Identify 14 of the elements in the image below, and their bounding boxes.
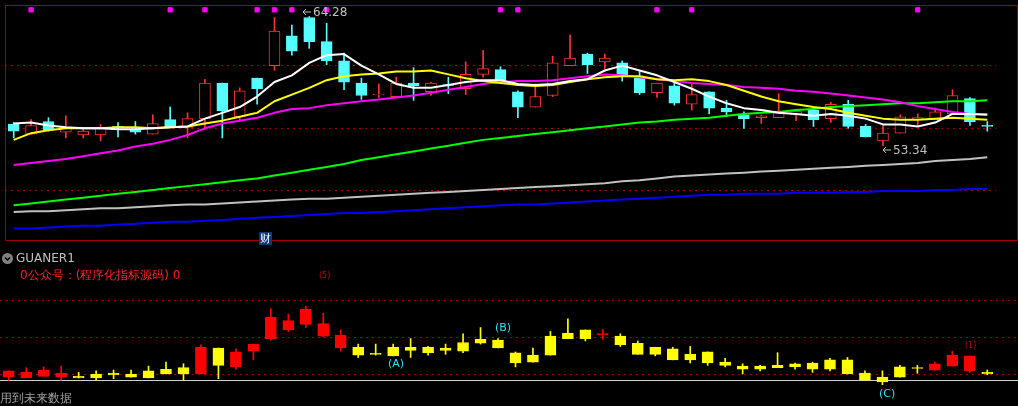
candlestick (372, 83, 385, 98)
text: (5) (319, 271, 331, 280)
annotation: 64.28 (313, 5, 348, 19)
text: 用到未来数据 (0, 391, 72, 405)
annotation: (B) (495, 321, 512, 334)
annotation: (A) (388, 357, 405, 370)
candlestick (369, 343, 382, 356)
chart-title: GUANER1 (16, 251, 75, 265)
annotation: 财 (259, 232, 272, 245)
candlestick (477, 49, 489, 78)
annotation: (1) (965, 341, 977, 350)
annotation: 53.34 (893, 143, 928, 157)
chart-subtitle: 0公众号：(程序化指标源码) 0 (20, 268, 181, 282)
text: (C) (879, 387, 896, 400)
